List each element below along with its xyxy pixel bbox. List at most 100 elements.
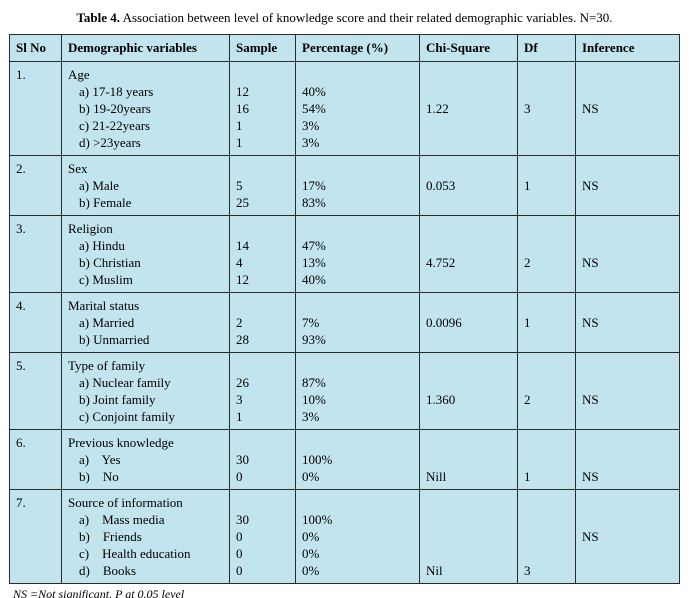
spacer-line [582,134,673,151]
spacer-line [582,83,673,100]
df-cell: 2 [517,352,576,430]
df-value: 2 [524,392,531,407]
percentage-cell: 40% 54% 3% 3% [295,61,420,156]
table-row: 1. Age a) 17-18 years b) 19-20years c) 21-22… [9,61,680,156]
sl-no-cell: 1. [9,61,62,156]
spacer-line [524,511,569,528]
sample-cell: 26 3 1 [229,352,296,430]
percentage-value: 47% [302,238,326,253]
inference-value: NS [582,469,599,484]
chi-square-value: 1.360 [426,392,456,407]
percentage-value: 40% [302,272,326,287]
sl-no-cell: 7. [9,489,62,584]
spacer-line [426,194,511,211]
df-cell: 2 [517,215,576,293]
sample-value: 28 [236,332,249,347]
df-cell: 3 [517,489,576,584]
inference-value: NS [582,392,599,407]
variable-item: a) Male [79,178,120,193]
spacer-line [302,297,413,314]
variable-item: a) Hindu [79,238,125,253]
inference-value: NS [582,101,599,116]
inference-value: NS [582,178,599,193]
spacer-line [524,194,569,211]
sample-cell: 14 4 12 [229,215,296,293]
spacer-line [426,374,511,391]
table-caption-label: Table 4. [76,10,121,25]
sample-value: 14 [236,238,249,253]
percentage-value: 0% [302,546,320,561]
spacer-line [426,331,511,348]
percentage-cell: 47% 13% 40% [295,215,420,293]
inference-cell: NS [575,489,680,584]
sample-value: 0 [236,546,243,561]
variable-item: a) Yes [79,452,121,467]
sl-no-cell: 6. [9,429,62,490]
df-value: 1 [524,178,531,193]
sample-cell: 5 25 [229,155,296,216]
sample-value: 26 [236,375,249,390]
column-header-inference: Inference [575,34,680,62]
spacer-line [582,434,673,451]
column-header-chi-square: Chi-Square [419,34,518,62]
chi-square-cell: Nill [419,429,518,490]
chi-square-value: 0.0096 [426,315,462,330]
chi-square-cell: 4.752 [419,215,518,293]
spacer-line [426,83,511,100]
variable-item: c) Muslim [79,272,133,287]
inference-cell: NS [575,61,680,156]
table-caption: Table 4. Association between level of kn… [9,10,680,26]
spacer-line [426,271,511,288]
chi-square-value: 4.752 [426,255,456,270]
variable-group-label: Type of family [68,358,146,373]
spacer-line [582,297,673,314]
sample-cell: 30 0 [229,429,296,490]
chi-square-value: 1.22 [426,101,449,116]
chi-square-cell: 0.0096 [419,292,518,353]
sample-value: 30 [236,452,249,467]
spacer-line [302,494,413,511]
variable-group-label: Age [68,67,90,82]
df-cell: 1 [517,155,576,216]
variable-item: d) Books [79,563,137,578]
spacer-line [524,66,569,83]
inference-cell: NS [575,215,680,293]
percentage-value: 0% [302,469,320,484]
variable-item: a) Nuclear family [79,375,171,390]
spacer-line [524,117,569,134]
spacer-line [426,494,511,511]
variable-item: a) 17-18 years [79,84,154,99]
spacer-line [302,66,413,83]
percentage-value: 83% [302,195,326,210]
spacer-line [582,237,673,254]
sample-value: 1 [236,135,243,150]
percentage-cell: 7% 93% [295,292,420,353]
variable-group-label: Marital status [68,298,140,313]
spacer-line [524,83,569,100]
sample-value: 16 [236,101,249,116]
inference-cell: NS [575,429,680,490]
spacer-line [426,408,511,425]
variable-item: a) Married [79,315,135,330]
sl-no-value: 1. [16,67,26,82]
sl-no-value: 4. [16,298,26,313]
variable-item: b) Unmarried [79,332,150,347]
percentage-value: 0% [302,563,320,578]
percentage-value: 0% [302,529,320,544]
sl-no-cell: 2. [9,155,62,216]
spacer-line [582,494,673,511]
spacer-line [524,434,569,451]
spacer-line [582,271,673,288]
spacer-line [236,357,289,374]
percentage-value: 100% [302,512,333,527]
df-value: 1 [524,315,531,330]
column-header-percentage: Percentage (%) [295,34,420,62]
sample-value: 0 [236,529,243,544]
demographics-table: Sl No Demographic variables Sample Perce… [9,34,680,584]
spacer-line [524,134,569,151]
sample-cell: 2 28 [229,292,296,353]
percentage-value: 13% [302,255,326,270]
demographic-variable-cell: Type of family a) Nuclear family b) Joint … [61,352,230,430]
spacer-line [524,408,569,425]
variable-group-label: Source of information [68,495,183,510]
